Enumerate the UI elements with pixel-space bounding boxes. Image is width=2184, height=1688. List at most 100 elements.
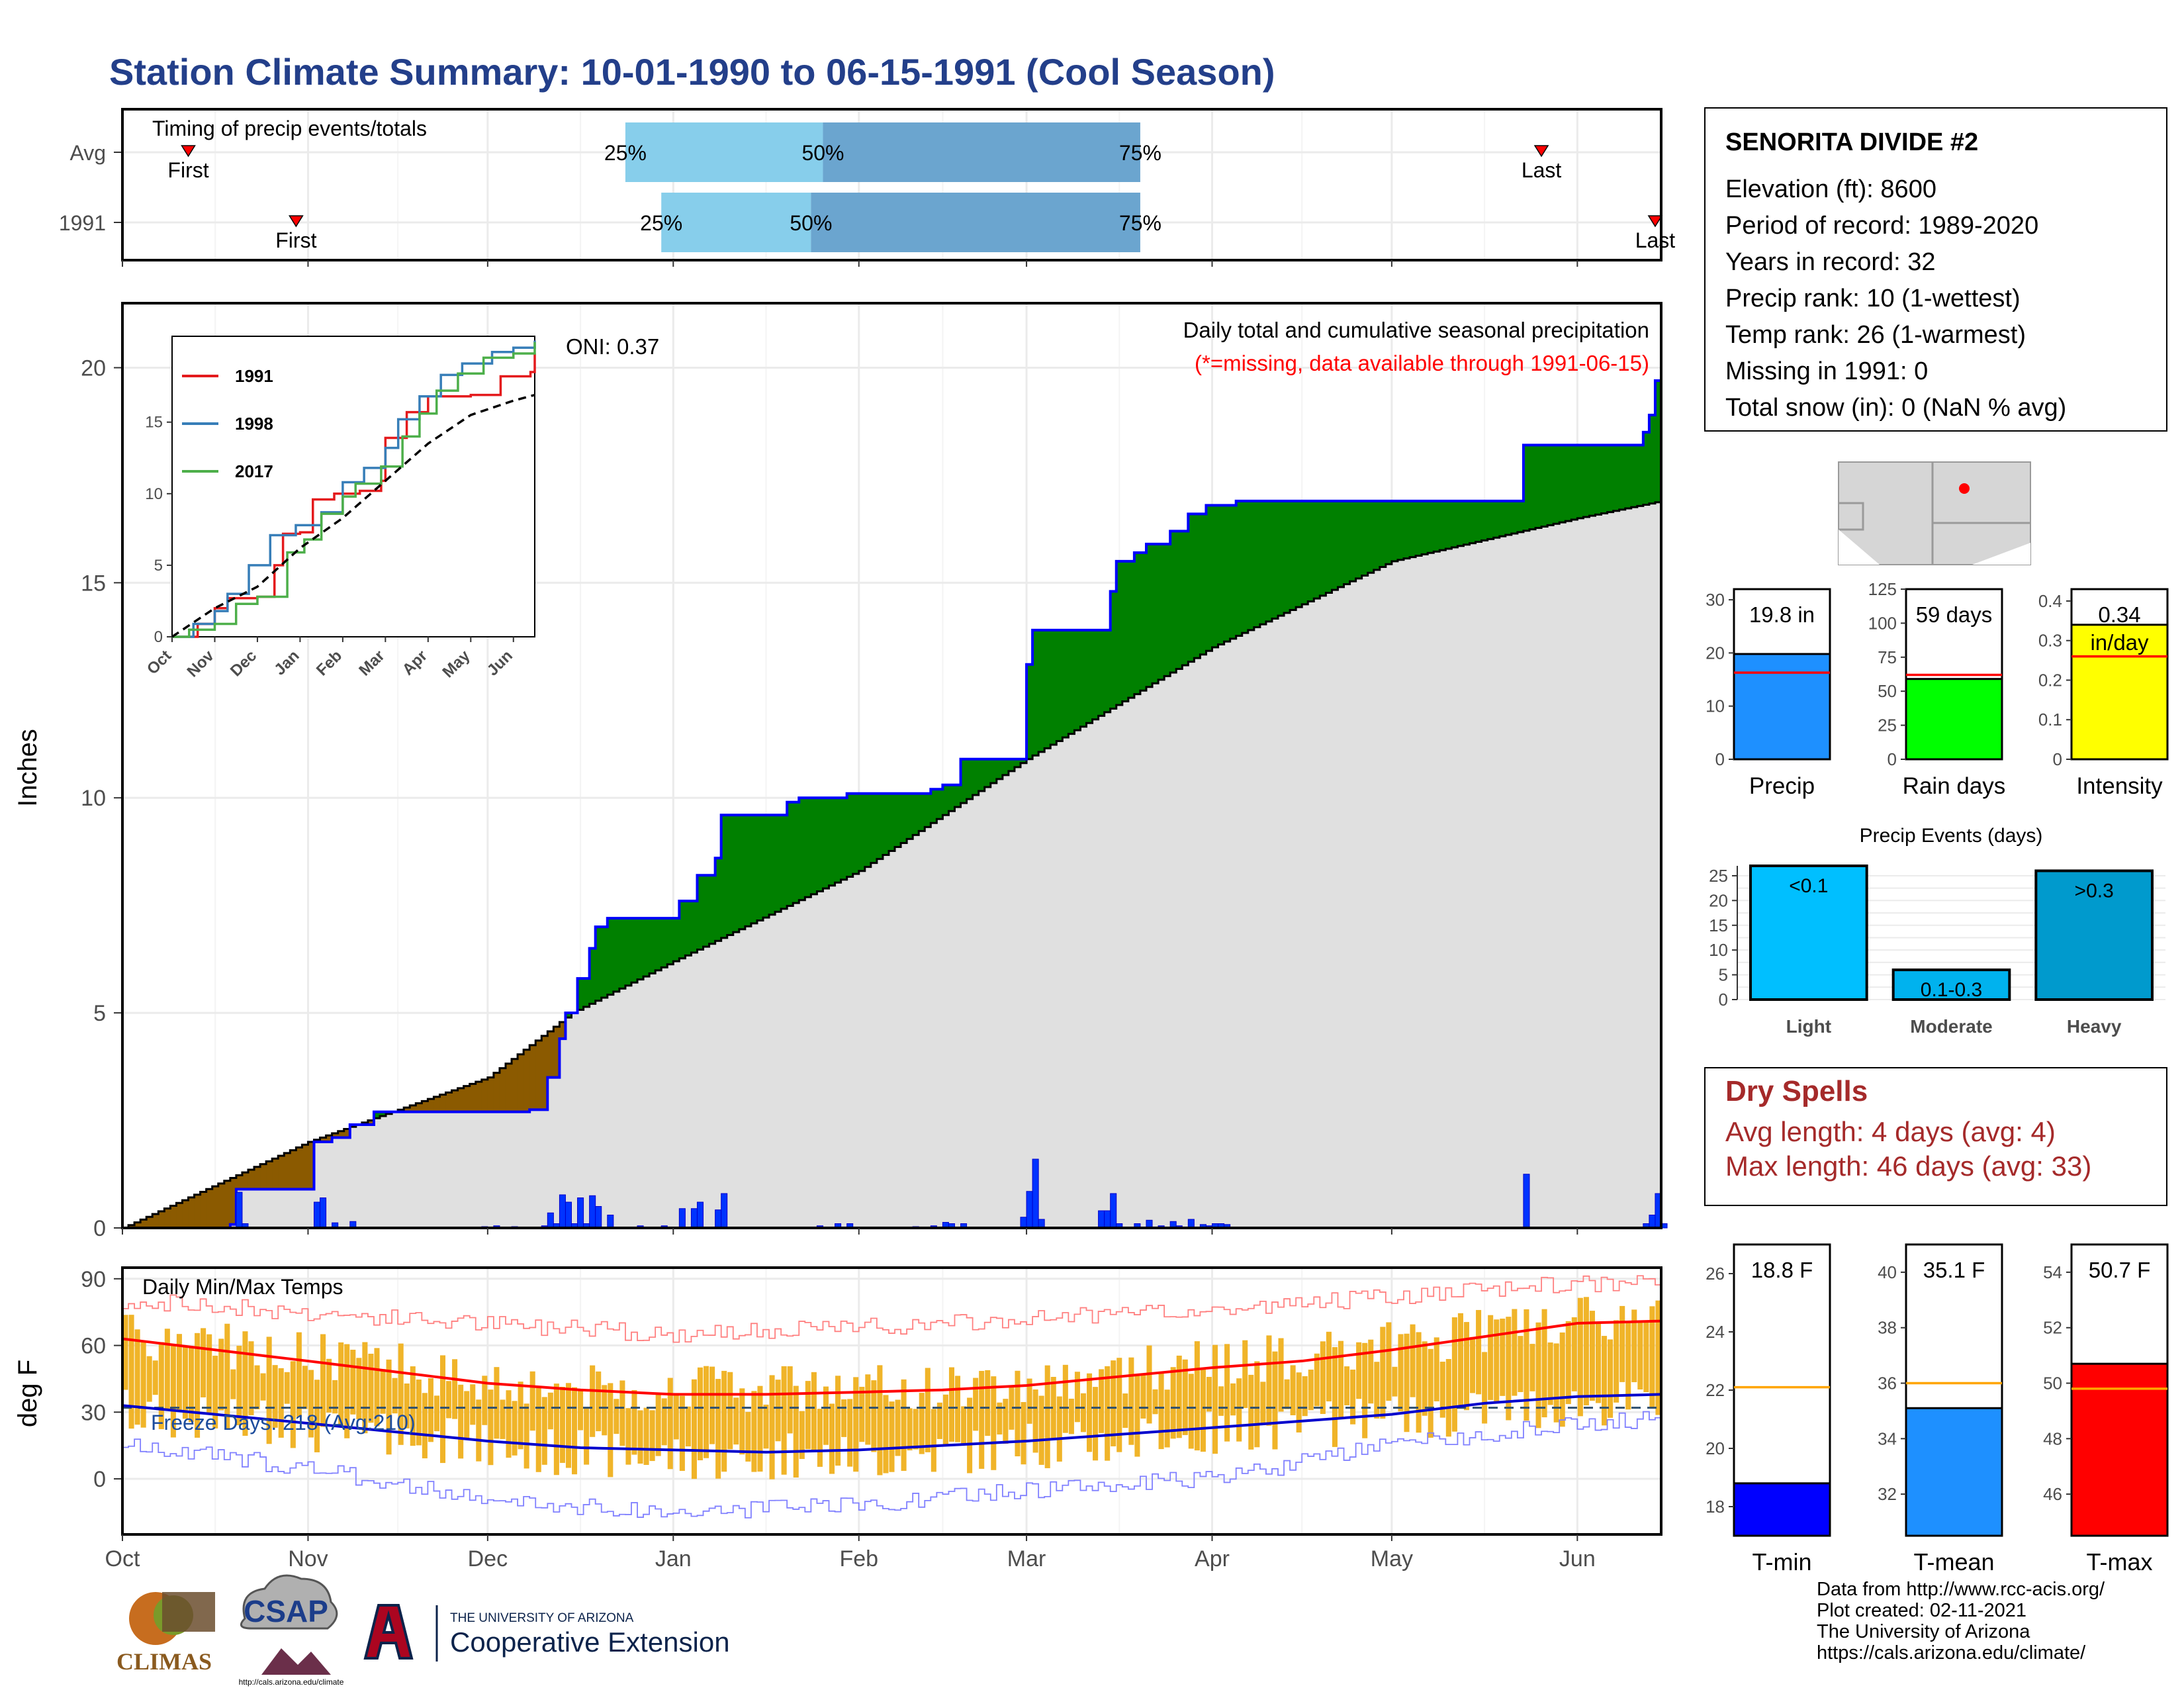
above-avg-fill <box>1523 445 1530 531</box>
avg-fill-day <box>631 982 638 1228</box>
daily-temp-bar <box>685 1406 691 1447</box>
above-avg-fill <box>756 815 764 921</box>
avg-fill-day <box>601 998 608 1228</box>
above-avg-fill <box>1475 500 1482 542</box>
above-avg-fill <box>948 784 956 812</box>
avg-fill-day <box>1613 510 1620 1228</box>
daily-temp-bar <box>380 1369 386 1414</box>
daily-temp-bar <box>392 1378 398 1414</box>
summary-y-tick-rain days: 75 <box>1878 647 1897 667</box>
above-avg-fill <box>1535 445 1542 528</box>
above-avg-fill <box>679 901 686 959</box>
avg-fill-day <box>966 799 974 1228</box>
daily-temp-bar <box>1362 1342 1368 1438</box>
avg-fill-day <box>469 1111 477 1228</box>
summary-y-tick-precip: 10 <box>1706 696 1725 716</box>
daily-temp-bar <box>296 1332 302 1417</box>
timing-label-75-0: 75% <box>1119 141 1161 165</box>
daily-temp-bar <box>871 1380 877 1452</box>
daily-temp-bar <box>1140 1374 1146 1419</box>
daily-temp-bar <box>1308 1370 1314 1411</box>
daily-temp-bar <box>1087 1373 1093 1452</box>
avg-fill-day <box>799 900 805 1228</box>
daily-temp-bar <box>500 1399 506 1439</box>
daily-temp-bar <box>272 1365 278 1428</box>
avg-fill-day <box>1643 504 1650 1229</box>
daily-precip-bar <box>559 1194 566 1229</box>
events-y-tick-4: 20 <box>1709 890 1728 910</box>
avg-fill-day <box>463 1111 471 1228</box>
avg-fill-day <box>948 811 956 1228</box>
station-elevation: Elevation (ft): 8600 <box>1725 175 1936 203</box>
above-avg-fill <box>1637 445 1644 506</box>
above-avg-fill <box>667 918 674 964</box>
avg-fill-day <box>428 1111 435 1228</box>
daily-temp-bar <box>1134 1375 1140 1457</box>
summary-y-tick-t-mean: 38 <box>1878 1318 1897 1338</box>
above-avg-fill <box>1230 505 1237 639</box>
dry-spells-avg: Avg length: 4 days (avg: 4) <box>1725 1116 2056 1147</box>
above-avg-fill <box>1056 630 1063 741</box>
avg-fill-day <box>1367 573 1375 1228</box>
above-avg-fill <box>643 918 650 977</box>
avg-fill-day <box>733 932 740 1228</box>
inset-x-tick-1: Nov <box>184 647 218 681</box>
above-avg-fill <box>1332 500 1339 590</box>
avg-fill-day <box>852 874 860 1228</box>
daily-temp-bar <box>248 1341 254 1415</box>
avg-fill-day <box>870 863 878 1228</box>
avg-fill-day <box>1379 567 1387 1228</box>
daily-precip-bar <box>607 1215 614 1229</box>
above-avg-fill <box>858 793 866 871</box>
timing-row-label-1: 1991 <box>59 211 106 235</box>
above-avg-fill <box>1140 552 1147 691</box>
below-avg-fill <box>541 1035 548 1110</box>
daily-temp-bar <box>128 1315 134 1429</box>
avg-fill-day <box>954 807 962 1228</box>
above-avg-fill <box>745 815 752 927</box>
above-avg-fill <box>703 875 710 947</box>
daily-temp-bar <box>805 1381 811 1450</box>
avg-fill-day <box>1463 544 1471 1228</box>
daily-temp-bar <box>1422 1341 1428 1416</box>
daily-precip-bar <box>547 1212 554 1229</box>
above-avg-fill <box>1218 505 1225 645</box>
below-avg-fill <box>416 1103 422 1112</box>
state-border-az-nm <box>1839 462 2030 565</box>
daily-temp-bar <box>308 1370 314 1438</box>
above-avg-fill <box>637 918 644 980</box>
daily-temp-bar <box>488 1389 494 1466</box>
below-avg-fill <box>493 1072 500 1112</box>
daily-temp-bar <box>709 1366 715 1444</box>
avg-fill-day <box>727 935 734 1228</box>
avg-fill-day <box>308 1189 315 1228</box>
avg-fill-day <box>907 839 913 1228</box>
above-avg-fill <box>1104 630 1111 712</box>
avg-fill-day <box>1134 694 1141 1228</box>
above-avg-fill <box>577 978 584 1010</box>
avg-fill-day <box>775 912 782 1228</box>
daily-temp-bar <box>439 1355 446 1464</box>
below-avg-fill <box>278 1156 285 1190</box>
avg-fill-day <box>343 1137 351 1228</box>
summary-y-tick-t-mean: 40 <box>1878 1262 1897 1282</box>
daily-temp-bar <box>176 1334 182 1411</box>
avg-fill-day <box>1008 771 1015 1228</box>
below-avg-fill <box>332 1133 339 1138</box>
daily-temp-bar <box>1500 1318 1506 1396</box>
above-avg-fill <box>1343 500 1351 585</box>
daily-temp-bar <box>1332 1347 1338 1447</box>
daily-temp-bar <box>1559 1332 1565 1427</box>
summary-y-tick-t-mean: 32 <box>1878 1484 1897 1504</box>
daily-temp-bar <box>1003 1399 1009 1444</box>
avg-fill-day <box>278 1189 285 1228</box>
below-avg-fill <box>553 1027 561 1078</box>
daily-precip-bar <box>721 1193 728 1229</box>
daily-temp-bar <box>1176 1355 1182 1438</box>
avg-fill-day <box>266 1189 273 1228</box>
daily-temp-bar <box>559 1387 565 1463</box>
temps-panel: 0 30 60 90 Daily Min/Max Temps Freeze Days:… <box>13 1266 1662 1571</box>
daily-temp-bar <box>1021 1402 1026 1465</box>
daily-temp-bar <box>1338 1340 1344 1419</box>
daily-temp-bar <box>1595 1321 1602 1403</box>
